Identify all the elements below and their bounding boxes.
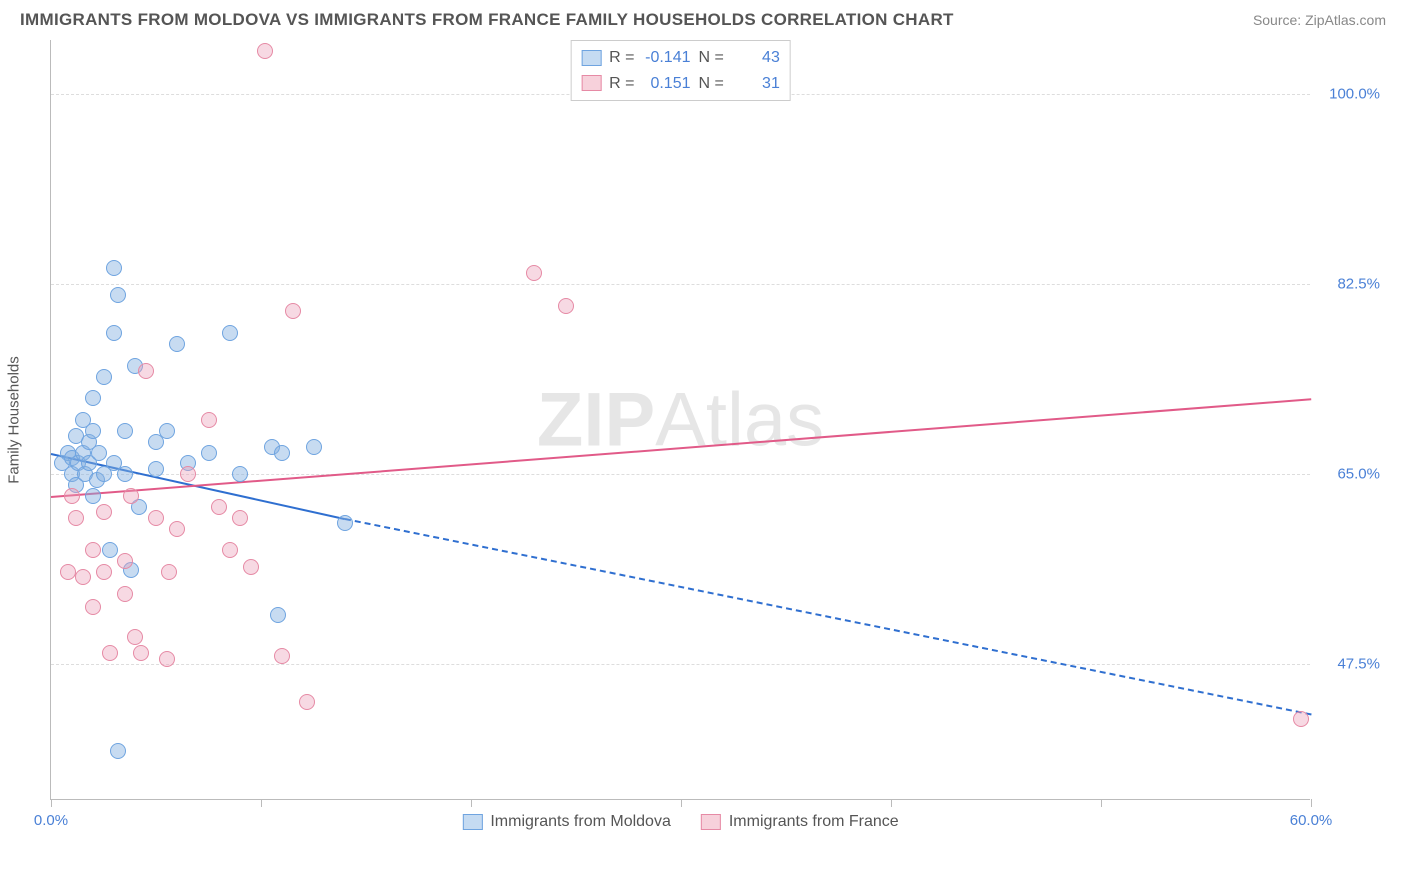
data-point-moldova: [91, 445, 107, 461]
xtick: [1311, 799, 1312, 807]
data-point-france: [85, 599, 101, 615]
legend-item: Immigrants from Moldova: [462, 813, 671, 831]
trend-line-extrapolated: [345, 518, 1311, 715]
xtick: [261, 799, 262, 807]
data-point-moldova: [85, 423, 101, 439]
data-point-france: [138, 363, 154, 379]
ytick-label: 65.0%: [1320, 466, 1380, 483]
data-point-france: [257, 43, 273, 59]
ytick-label: 100.0%: [1320, 86, 1380, 103]
xtick: [681, 799, 682, 807]
data-point-france: [96, 564, 112, 580]
gridline: [51, 284, 1310, 285]
data-point-moldova: [106, 325, 122, 341]
n-value: 43: [732, 45, 780, 71]
data-point-france: [60, 564, 76, 580]
data-point-france: [123, 488, 139, 504]
data-point-moldova: [201, 445, 217, 461]
data-point-france: [68, 510, 84, 526]
r-value: 0.151: [643, 71, 691, 97]
data-point-moldova: [96, 369, 112, 385]
n-label: N =: [699, 45, 724, 71]
data-point-france: [117, 553, 133, 569]
xtick: [891, 799, 892, 807]
trend-line: [51, 398, 1311, 498]
data-point-france: [526, 265, 542, 281]
y-axis-label: Family Households: [6, 356, 23, 484]
data-point-france: [102, 645, 118, 661]
data-point-moldova: [85, 390, 101, 406]
data-point-france: [159, 651, 175, 667]
xtick: [1101, 799, 1102, 807]
chart-container: Family Households ZIPAtlas 47.5%65.0%82.…: [50, 40, 1380, 800]
legend-swatch: [581, 50, 601, 66]
data-point-moldova: [110, 287, 126, 303]
ytick-label: 82.5%: [1320, 276, 1380, 293]
data-point-france: [274, 648, 290, 664]
data-point-france: [127, 629, 143, 645]
xtick: [51, 799, 52, 807]
legend-swatch: [462, 814, 482, 830]
data-point-france: [558, 298, 574, 314]
data-point-france: [232, 510, 248, 526]
legend-label: Immigrants from Moldova: [490, 813, 671, 831]
correlation-legend: R = -0.141 N = 43 R = 0.151 N = 31: [570, 40, 791, 101]
data-point-france: [96, 504, 112, 520]
data-point-france: [211, 499, 227, 515]
data-point-france: [161, 564, 177, 580]
data-point-moldova: [110, 743, 126, 759]
xtick: [471, 799, 472, 807]
legend-row: R = 0.151 N = 31: [581, 71, 780, 97]
data-point-france: [169, 521, 185, 537]
data-point-moldova: [117, 466, 133, 482]
legend-swatch: [701, 814, 721, 830]
legend-item: Immigrants from France: [701, 813, 899, 831]
r-label: R =: [609, 45, 634, 71]
data-point-moldova: [232, 466, 248, 482]
legend-row: R = -0.141 N = 43: [581, 45, 780, 71]
data-point-france: [285, 303, 301, 319]
source-label: Source: ZipAtlas.com: [1253, 12, 1386, 28]
data-point-france: [1293, 711, 1309, 727]
data-point-france: [133, 645, 149, 661]
data-point-moldova: [222, 325, 238, 341]
r-label: R =: [609, 71, 634, 97]
legend-swatch: [581, 75, 601, 91]
data-point-france: [75, 569, 91, 585]
data-point-france: [299, 694, 315, 710]
gridline: [51, 664, 1310, 665]
data-point-moldova: [117, 423, 133, 439]
data-point-france: [64, 488, 80, 504]
n-label: N =: [699, 71, 724, 97]
data-point-moldova: [270, 607, 286, 623]
data-point-moldova: [306, 439, 322, 455]
data-point-france: [148, 510, 164, 526]
legend-label: Immigrants from France: [729, 813, 899, 831]
plot-area: ZIPAtlas 47.5%65.0%82.5%100.0%0.0%60.0%R…: [50, 40, 1310, 800]
data-point-moldova: [159, 423, 175, 439]
xtick-label: 0.0%: [34, 812, 68, 829]
n-value: 31: [732, 71, 780, 97]
xtick-label: 60.0%: [1290, 812, 1333, 829]
ytick-label: 47.5%: [1320, 656, 1380, 673]
r-value: -0.141: [643, 45, 691, 71]
data-point-france: [85, 542, 101, 558]
data-point-france: [243, 559, 259, 575]
data-point-moldova: [169, 336, 185, 352]
data-point-france: [180, 466, 196, 482]
data-point-moldova: [274, 445, 290, 461]
data-point-france: [117, 586, 133, 602]
data-point-moldova: [337, 515, 353, 531]
chart-title: IMMIGRANTS FROM MOLDOVA VS IMMIGRANTS FR…: [20, 10, 954, 30]
data-point-moldova: [106, 260, 122, 276]
data-point-moldova: [148, 461, 164, 477]
data-point-moldova: [85, 488, 101, 504]
watermark: ZIPAtlas: [537, 376, 824, 463]
data-point-france: [201, 412, 217, 428]
series-legend: Immigrants from Moldova Immigrants from F…: [462, 813, 898, 831]
data-point-moldova: [102, 542, 118, 558]
data-point-france: [222, 542, 238, 558]
